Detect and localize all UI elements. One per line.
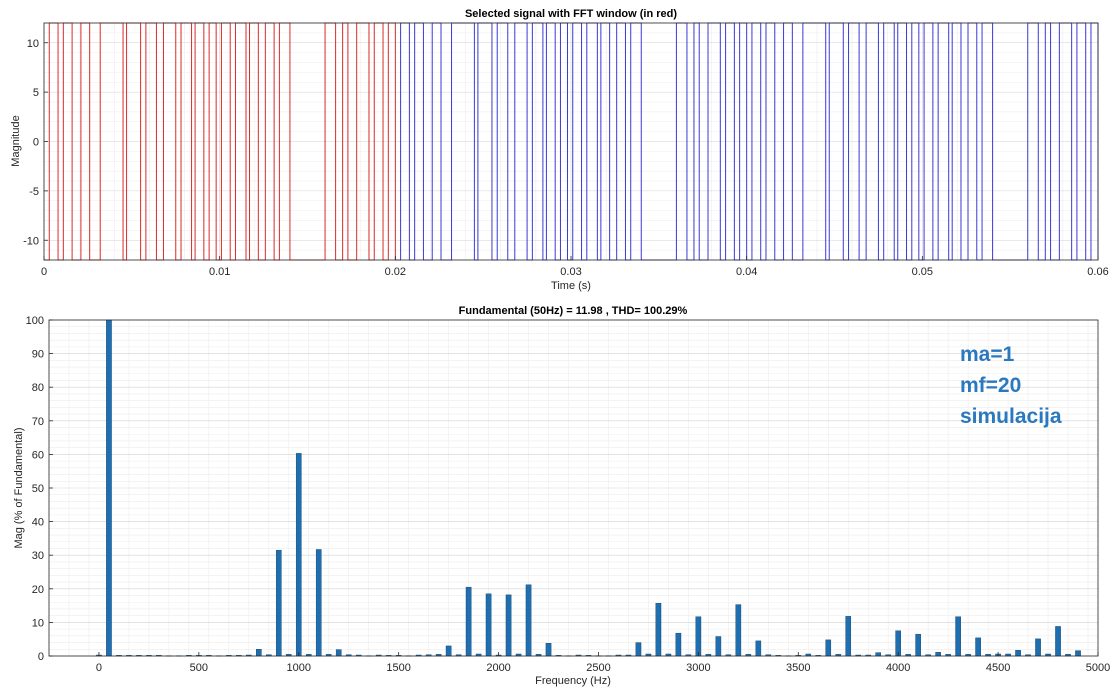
fft-x-axis-label: Frequency (Hz) <box>535 675 611 687</box>
fft-x-tick-label: 2000 <box>486 662 510 674</box>
fft-bar <box>755 640 762 657</box>
fft-bar <box>485 593 492 657</box>
fft-y-tick-label: 90 <box>32 349 44 361</box>
time-y-ticks: -10 -5 0 5 10 <box>23 38 48 247</box>
annotation-mf: mf=20 <box>960 374 1021 397</box>
time-x-axis-label: Time (s) <box>551 280 591 292</box>
fft-bar <box>106 319 112 657</box>
time-x-tick-label: 0.04 <box>736 266 757 278</box>
fft-y-tick-label: 50 <box>32 483 44 495</box>
fft-bar <box>735 604 742 657</box>
simulation-annotation: ma=1 mf=20 simulacija <box>960 343 1062 428</box>
time-x-tick-label: 0.01 <box>209 266 230 278</box>
fft-bar <box>955 616 961 657</box>
fft-bar <box>875 652 882 657</box>
fft-x-tick-label: 5000 <box>1086 662 1110 674</box>
time-x-tick-label: 0.06 <box>1087 266 1108 278</box>
fft-y-tick-label: 30 <box>32 550 44 562</box>
fft-bar <box>315 549 322 657</box>
fft-y-tick-label: 0 <box>38 651 44 663</box>
fft-x-tick-label: 500 <box>190 662 208 674</box>
fft-bar <box>935 652 941 657</box>
fft-spectrum-plot: 0 500 1000 1500 2000 2500 3000 3500 4000 4500 5000… <box>13 305 1110 687</box>
time-x-ticks: 0 0.01 0.02 0.03 0.04 0.05 0.06 <box>41 256 1109 278</box>
fft-bar <box>1075 650 1081 657</box>
fft-bar <box>695 616 702 657</box>
time-x-tick-label: 0.03 <box>560 266 581 278</box>
fft-plot-grid <box>48 319 1098 657</box>
fft-x-tick-label: 4000 <box>886 662 910 674</box>
fft-y-tick-label: 80 <box>32 382 44 394</box>
fft-y-tick-label: 100 <box>26 315 44 327</box>
fft-x-tick-label: 2500 <box>586 662 610 674</box>
fft-x-tick-label: 4500 <box>986 662 1010 674</box>
fft-bar <box>275 549 282 657</box>
fft-bar <box>295 453 302 657</box>
fft-bar <box>1055 626 1061 657</box>
fft-bar <box>445 645 452 657</box>
fft-bar <box>675 632 682 657</box>
fft-y-ticks: 0 10 20 30 40 50 60 70 80 90 100 <box>26 315 53 663</box>
time-x-tick-label: 0 <box>41 266 47 278</box>
fft-bar <box>525 584 532 657</box>
fft-y-tick-label: 60 <box>32 449 44 461</box>
time-y-tick-label: 5 <box>33 87 39 99</box>
time-y-tick-label: 0 <box>33 137 39 149</box>
fft-bar <box>635 642 642 657</box>
time-plot-title: Selected signal with FFT window (in red) <box>465 8 677 20</box>
fft-bar <box>465 586 472 657</box>
time-x-tick-label: 0.05 <box>912 266 933 278</box>
time-y-tick-label: 10 <box>27 38 39 50</box>
fft-x-ticks: 0 500 1000 1500 2000 2500 3000 3500 4000 4500 5000 <box>96 652 1110 674</box>
fft-y-axis-label: Mag (% of Fundamental) <box>13 427 25 548</box>
fft-bar <box>845 616 852 657</box>
fft-bar <box>975 637 981 657</box>
fft-bar <box>915 633 921 657</box>
fft-plot-title: Fundamental (50Hz) = 11.98 , THD= 100.29… <box>459 305 688 317</box>
time-y-tick-label: -5 <box>29 186 39 198</box>
fft-bar <box>545 643 552 657</box>
fft-x-tick-label: 1000 <box>287 662 311 674</box>
time-y-tick-label: -10 <box>23 235 39 247</box>
annotation-ma: ma=1 <box>960 343 1015 366</box>
time-y-axis-label: Magnitude <box>10 115 22 166</box>
fft-y-tick-label: 70 <box>32 416 44 428</box>
annotation-simulacija: simulacija <box>960 405 1062 428</box>
fft-bar <box>335 649 342 657</box>
time-x-tick-label: 0.02 <box>385 266 406 278</box>
fft-x-tick-label: 0 <box>96 662 102 674</box>
fft-x-tick-label: 3500 <box>786 662 810 674</box>
fft-y-tick-label: 20 <box>32 584 44 596</box>
fft-bar <box>655 603 662 657</box>
fft-bar <box>1035 638 1041 657</box>
time-signal-plot: 0 0.01 0.02 0.03 0.04 0.05 0.06 -10 -5 0 5 10 Sele… <box>10 8 1109 292</box>
fft-bar <box>1015 650 1021 657</box>
fft-y-tick-label: 40 <box>32 517 44 529</box>
fft-x-tick-label: 1500 <box>386 662 410 674</box>
fft-bar <box>715 636 722 657</box>
fft-x-tick-label: 3000 <box>686 662 710 674</box>
fft-bar <box>825 639 832 657</box>
fft-bar <box>256 649 262 657</box>
fft-bar <box>505 594 512 657</box>
fft-y-tick-label: 10 <box>32 617 44 629</box>
